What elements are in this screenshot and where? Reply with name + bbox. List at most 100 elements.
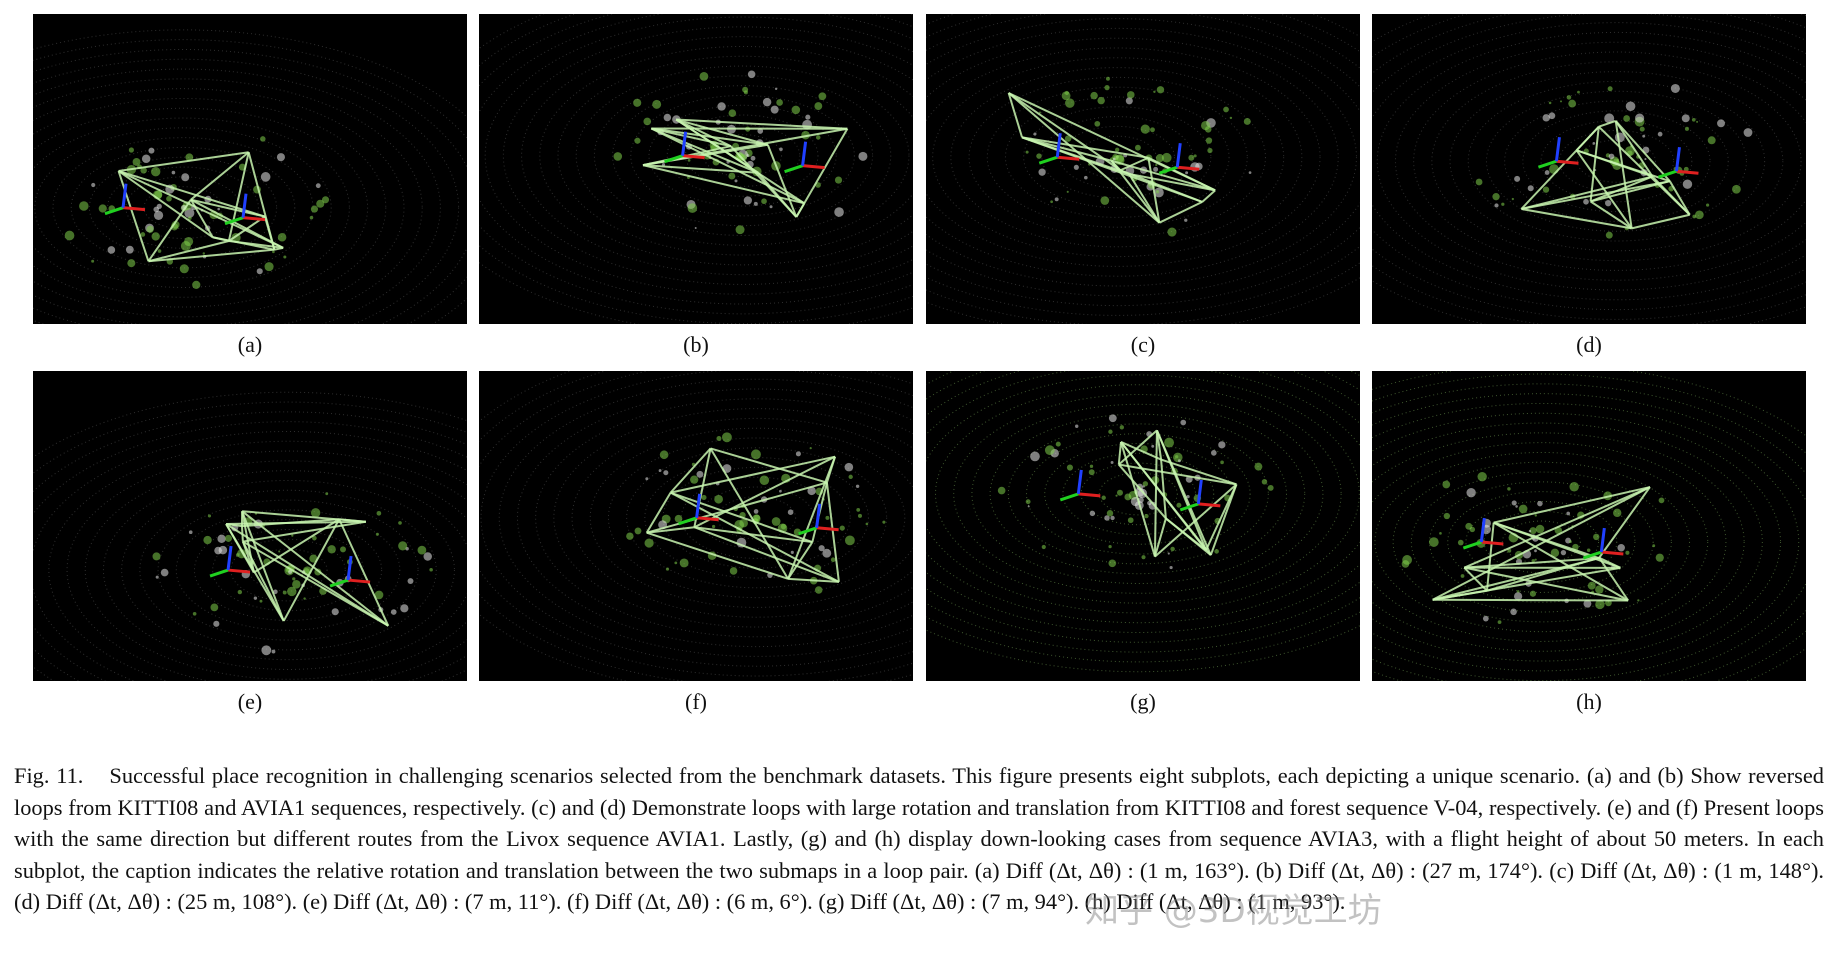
point (1089, 464, 1094, 468)
descriptor-edge (117, 170, 214, 239)
descriptor-edge (787, 541, 814, 580)
descriptor-edge (1120, 441, 1162, 461)
point (185, 153, 194, 162)
descriptor-edge (1432, 598, 1629, 602)
scan-ring (121, 479, 455, 661)
point (1560, 100, 1563, 103)
axis-x (347, 578, 371, 584)
descriptor-edge (694, 526, 813, 544)
point (659, 450, 669, 460)
point (1127, 517, 1134, 524)
point (374, 590, 384, 600)
descriptor-edge (1153, 518, 1167, 557)
point (1595, 585, 1604, 594)
scan-ring (607, 437, 906, 599)
point (128, 147, 134, 153)
point (1534, 514, 1537, 517)
point (696, 470, 704, 478)
point-cloud-image (479, 371, 913, 681)
point (207, 514, 212, 518)
point (1033, 132, 1037, 136)
scan-ring (230, 538, 346, 602)
descriptor-edge (225, 523, 389, 627)
point (1513, 592, 1523, 601)
point (1110, 515, 1115, 521)
point (1482, 615, 1489, 622)
axis-x (1177, 165, 1200, 171)
point (1514, 175, 1521, 182)
point (1050, 200, 1053, 204)
axis-x (1676, 169, 1699, 175)
point (1652, 544, 1656, 548)
point (316, 199, 325, 208)
scan-ring (630, 94, 855, 217)
point (644, 538, 654, 548)
descriptor-edge (242, 520, 366, 543)
axis-y (1462, 540, 1482, 550)
point (822, 548, 832, 558)
descriptor-edge (1156, 430, 1207, 551)
scan-ring (521, 36, 913, 276)
axis-z (681, 131, 688, 156)
point (1186, 495, 1190, 499)
scan-ring (1467, 80, 1766, 242)
point (287, 586, 297, 597)
point (791, 105, 801, 115)
axis-y (1158, 165, 1178, 175)
point (278, 550, 281, 553)
descriptor-edge (1128, 172, 1216, 192)
point (309, 215, 314, 220)
descriptor-edge (795, 202, 806, 218)
point (312, 535, 317, 541)
point (1560, 549, 1567, 556)
point (1155, 163, 1158, 167)
point (400, 604, 409, 613)
point (273, 589, 278, 595)
point (98, 204, 107, 213)
point (1518, 504, 1528, 514)
axis-z (1674, 147, 1681, 172)
point (770, 105, 779, 114)
point (213, 620, 220, 627)
descriptor-edge (263, 216, 276, 250)
point (690, 475, 699, 484)
point (1583, 198, 1589, 205)
point (1193, 154, 1197, 158)
point (1188, 154, 1195, 161)
caption: Fig. 11. Successful place recognition in … (14, 760, 1824, 918)
point (1492, 193, 1500, 201)
point (140, 167, 147, 174)
point-cloud (33, 29, 467, 324)
point (809, 447, 812, 450)
point (805, 114, 811, 120)
descriptor-edge (710, 447, 828, 484)
descriptor-edge (1147, 156, 1216, 192)
descriptor-edge (693, 526, 840, 583)
point (303, 597, 306, 600)
point (1511, 500, 1517, 506)
point (717, 102, 726, 111)
descriptor-edge (282, 518, 341, 622)
point (1507, 487, 1511, 491)
descriptor-edge (670, 455, 836, 494)
descriptor-edge (190, 199, 214, 238)
point (1119, 425, 1124, 430)
point (1207, 147, 1213, 154)
point (694, 227, 697, 230)
point (1030, 451, 1040, 462)
axis-y (209, 568, 229, 578)
point (256, 268, 263, 275)
descriptor-edge (241, 510, 389, 627)
descriptor-edge (1631, 213, 1690, 230)
point (1466, 487, 1476, 498)
point (1548, 112, 1556, 120)
scan-ring (1059, 125, 1175, 189)
point-cloud-image (1372, 14, 1806, 324)
axis-z (1554, 137, 1561, 162)
descriptor-edge (645, 492, 672, 534)
scan-ring (125, 176, 241, 239)
point (1644, 158, 1647, 161)
point (79, 201, 89, 211)
point-cloud-image (926, 14, 1360, 324)
descriptor-edge (1021, 136, 1130, 175)
